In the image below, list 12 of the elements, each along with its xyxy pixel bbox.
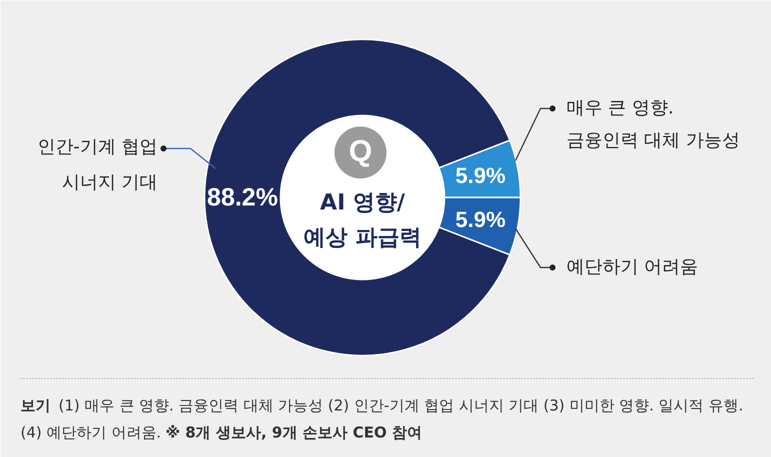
slice-label: 예단하기 어려움 xyxy=(566,256,698,278)
text: AI 영향/ 예상 파급력 xyxy=(304,190,422,250)
slice-label: 인간-기계 협업 시너지 기대 xyxy=(37,136,158,194)
text: ※ 8개 생보사, 9개 손보사 CEO 참여 xyxy=(166,424,422,442)
slice-label: 매우 큰 영향. 금융인력 대체 가능성 xyxy=(566,98,740,152)
data-label: 5.9% xyxy=(455,207,506,232)
text: Q xyxy=(348,135,372,168)
data-label: 88.2% xyxy=(207,184,278,212)
data-label: 5.9% xyxy=(455,162,506,188)
text: (1) 매우 큰 영향. 금융인력 대체 가능성 (2) 인간-기계 협업 시너지 기대 (3) 미미한 영향. 일시적 유행. xyxy=(58,396,744,414)
text: 보기 xyxy=(20,396,50,414)
text: (4) 예단하기 어려움. xyxy=(20,424,162,442)
